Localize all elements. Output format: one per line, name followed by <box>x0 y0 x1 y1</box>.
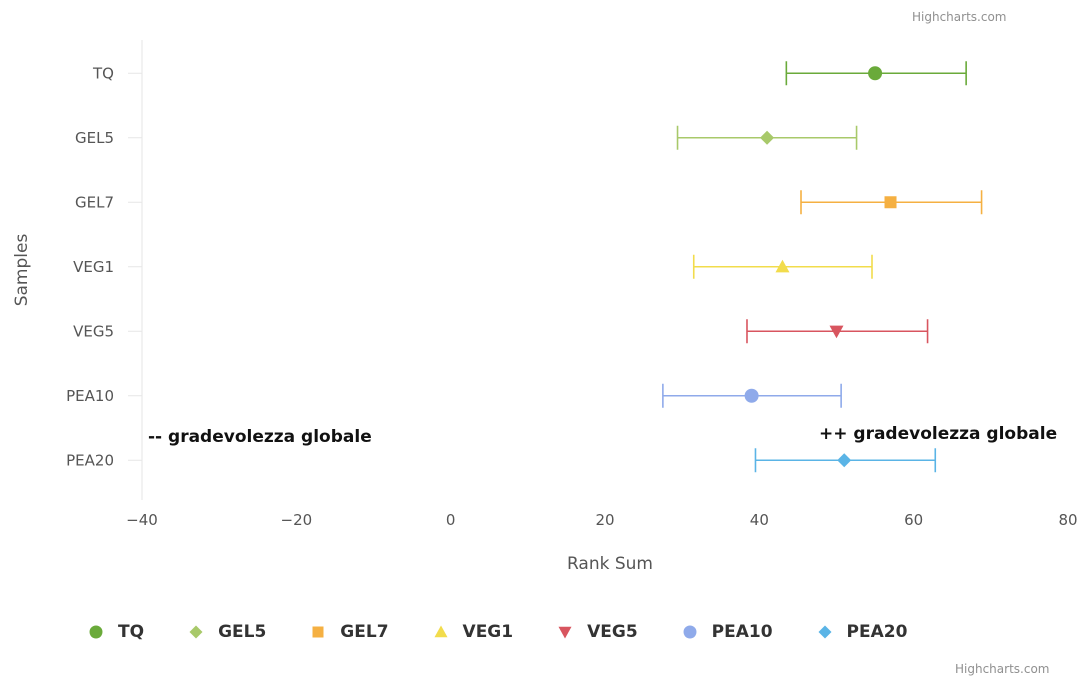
credit-bottom[interactable]: Highcharts.com <box>955 662 1050 676</box>
legend-marker <box>89 625 103 639</box>
legend-symbol-icon <box>818 625 832 639</box>
series-gel5[interactable] <box>676 125 858 150</box>
y-tick-label: GEL5 <box>75 129 114 147</box>
legend-label: VEG5 <box>587 622 638 642</box>
y-tick-label: PEA20 <box>66 451 114 469</box>
legend-marker <box>818 625 832 639</box>
legend-marker <box>558 626 572 639</box>
legend-symbol-icon <box>312 626 324 638</box>
series-tq[interactable] <box>785 61 967 86</box>
x-tick-label: −40 <box>126 511 158 529</box>
x-tick-label: −20 <box>281 511 313 529</box>
x-tick-label: 20 <box>595 511 614 529</box>
x-tick-label: 0 <box>446 511 456 529</box>
series-pea20[interactable] <box>754 448 937 473</box>
legend-item-tq[interactable]: TQ <box>88 622 144 642</box>
series-pea10[interactable] <box>662 383 842 408</box>
legend-label: GEL5 <box>218 622 267 642</box>
x-tick-label: 80 <box>1058 511 1077 529</box>
legend-symbol-icon <box>434 625 448 638</box>
legend-label: PEA20 <box>846 622 908 642</box>
legend-marker <box>434 625 448 638</box>
x-tick-label: 60 <box>904 511 923 529</box>
credit-top[interactable]: Highcharts.com <box>912 10 1007 24</box>
x-axis-title: Rank Sum <box>567 554 653 574</box>
data-point-marker <box>829 325 844 339</box>
data-point-marker <box>884 196 897 209</box>
legend-label: VEG1 <box>462 622 514 642</box>
legend-item-gel5[interactable]: GEL5 <box>188 622 266 642</box>
y-tick-label: VEG5 <box>73 322 114 340</box>
legend-marker <box>683 625 697 639</box>
y-tick-label: VEG1 <box>73 258 114 276</box>
legend-symbol-icon <box>189 625 203 639</box>
legend-item-veg5[interactable]: VEG5 <box>557 622 638 642</box>
y-tick-label: TQ <box>92 64 114 82</box>
data-point-marker <box>837 453 852 468</box>
data-point-marker <box>744 388 759 403</box>
y-tick-label: GEL7 <box>75 193 114 211</box>
legend-symbol-icon <box>683 625 697 639</box>
legend-item-veg1[interactable]: VEG1 <box>433 622 514 642</box>
legend-symbol-icon <box>558 626 572 639</box>
legend-item-pea10[interactable]: PEA10 <box>682 622 773 642</box>
series-veg1[interactable] <box>692 254 873 279</box>
y-tick-label: PEA10 <box>66 387 114 405</box>
data-point-marker <box>775 259 790 273</box>
legend-label: GEL7 <box>340 622 389 642</box>
series-gel7[interactable] <box>800 190 983 215</box>
legend-label: TQ <box>118 622 145 642</box>
legend-label: PEA10 <box>711 622 773 642</box>
legend-marker <box>312 626 324 638</box>
annotation-left: -- gradevolezza globale <box>148 427 372 447</box>
legend: TQ GEL5 GEL7 VEG1 VEG5 PEA10 PEA20 <box>88 616 1018 648</box>
y-axis-labels: TQ GEL5 GEL7 VEG1 VEG5 PEA10 PEA20 <box>66 64 142 469</box>
legend-symbol-icon <box>89 625 103 639</box>
series-layer <box>662 61 983 473</box>
data-point-marker <box>868 66 883 81</box>
data-point-marker <box>760 130 775 145</box>
annotation-right: ++ gradevolezza globale <box>819 424 1058 444</box>
legend-marker <box>189 625 203 639</box>
series-veg5[interactable] <box>746 319 929 344</box>
x-axis-labels: −40 −20 0 20 40 60 80 <box>126 511 1077 529</box>
legend-item-pea20[interactable]: PEA20 <box>817 622 908 642</box>
x-tick-label: 40 <box>750 511 769 529</box>
y-axis-title: Samples <box>12 234 32 307</box>
legend-item-gel7[interactable]: GEL7 <box>310 622 389 642</box>
